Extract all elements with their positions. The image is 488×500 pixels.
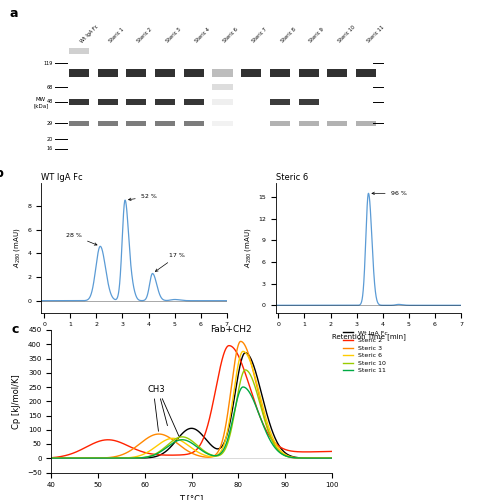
Bar <box>356 121 376 126</box>
Bar <box>270 69 290 76</box>
Bar <box>212 98 232 105</box>
X-axis label: Retention Time [min]: Retention Time [min] <box>331 333 406 340</box>
Text: 96 %: 96 % <box>372 191 407 196</box>
Text: MW
[kDa]: MW [kDa] <box>33 97 48 108</box>
Bar <box>98 121 118 126</box>
X-axis label: T [°C]: T [°C] <box>180 494 203 500</box>
Text: 29: 29 <box>46 121 53 126</box>
Text: Steric 6: Steric 6 <box>223 27 239 44</box>
Y-axis label: $A_{280}$ (mAU): $A_{280}$ (mAU) <box>12 227 22 268</box>
Text: 20: 20 <box>46 137 53 142</box>
Bar <box>69 69 89 76</box>
Bar <box>241 69 261 76</box>
Bar <box>126 121 146 126</box>
Text: Steric 7: Steric 7 <box>251 27 268 44</box>
Bar <box>299 98 319 105</box>
Bar <box>299 69 319 76</box>
Text: Steric 11: Steric 11 <box>366 25 385 44</box>
Text: WT IgA Fc: WT IgA Fc <box>41 172 83 182</box>
Bar <box>126 69 146 76</box>
Bar <box>155 98 175 105</box>
Bar <box>184 69 204 76</box>
Text: 68: 68 <box>46 84 53 89</box>
Text: CH3: CH3 <box>148 385 165 394</box>
Text: Steric 4: Steric 4 <box>194 27 211 44</box>
Text: b: b <box>0 167 4 180</box>
X-axis label: Retention Time [min]: Retention Time [min] <box>97 333 171 340</box>
Text: 17 %: 17 % <box>155 254 185 272</box>
Bar <box>98 98 118 105</box>
Legend: Wt IgA Fc, Steric 2, Steric 3, Steric 6, Steric 10, Steric 11: Wt IgA Fc, Steric 2, Steric 3, Steric 6,… <box>344 330 387 374</box>
Bar <box>155 121 175 126</box>
Bar <box>299 121 319 126</box>
Bar <box>212 69 232 76</box>
Bar <box>184 98 204 105</box>
Text: Steric 3: Steric 3 <box>165 27 182 44</box>
Bar <box>69 121 89 126</box>
Y-axis label: $A_{280}$ (mAU): $A_{280}$ (mAU) <box>243 227 253 268</box>
Bar <box>270 121 290 126</box>
Bar <box>155 69 175 76</box>
Bar <box>327 121 347 126</box>
Bar <box>98 69 118 76</box>
Text: 119: 119 <box>43 60 53 66</box>
Bar <box>270 98 290 105</box>
Text: Fab+CH2: Fab+CH2 <box>210 324 252 334</box>
Bar <box>212 121 232 126</box>
Text: a: a <box>10 6 18 20</box>
Text: Steric 8: Steric 8 <box>280 27 297 44</box>
Text: Steric 10: Steric 10 <box>337 25 356 44</box>
Bar <box>69 48 89 54</box>
Text: Steric 2: Steric 2 <box>137 27 153 44</box>
Bar <box>327 69 347 76</box>
Text: Wt IgA Fc: Wt IgA Fc <box>79 24 99 44</box>
Bar <box>184 121 204 126</box>
Text: Steric 1: Steric 1 <box>108 27 124 44</box>
Text: 48: 48 <box>46 100 53 104</box>
Bar <box>356 69 376 76</box>
Text: 28 %: 28 % <box>66 233 97 245</box>
Y-axis label: Cp [kJ/mol/K]: Cp [kJ/mol/K] <box>12 374 21 428</box>
Text: Steric 9: Steric 9 <box>308 27 325 44</box>
Text: Steric 6: Steric 6 <box>276 172 308 182</box>
Bar <box>126 98 146 105</box>
Bar <box>69 98 89 105</box>
Text: 16: 16 <box>46 146 53 152</box>
Text: 52 %: 52 % <box>128 194 157 200</box>
Bar <box>212 84 232 90</box>
Text: c: c <box>12 323 20 336</box>
